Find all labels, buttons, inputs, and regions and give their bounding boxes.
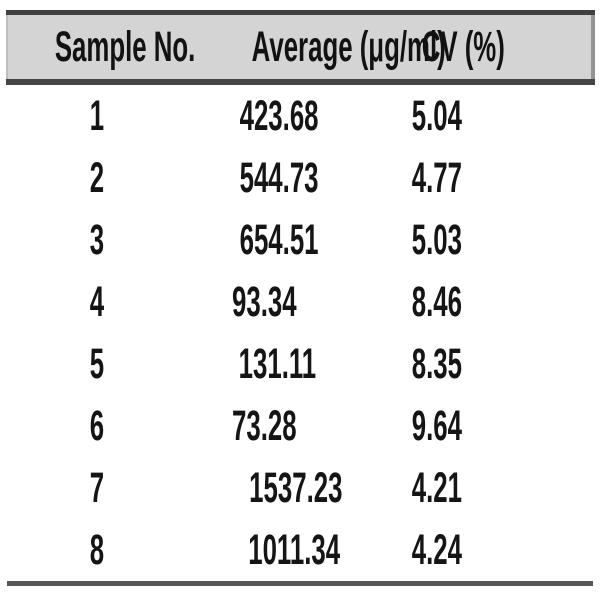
sample-no-cell-text: 8 [89, 525, 105, 574]
sample-no-cell-text: 3 [89, 215, 105, 264]
cv-cell: 5.04 [385, 82, 593, 147]
table-header-row: Sample No. Average (μg/ml) CV (%) [6, 10, 595, 85]
average-cell: 131.11 [187, 333, 385, 395]
average-cell: 73.28 [187, 395, 385, 457]
sample-no-cell: 5 [7, 333, 187, 395]
average-cell: 1537.23 [187, 457, 385, 519]
table-row: 4 93.34 8.46 [7, 271, 593, 333]
cv-cell-text: 4.21 [411, 463, 463, 512]
sample-no-cell: 8 [7, 519, 187, 584]
table-body: 1 423.68 5.04 2 544.73 4.77 3 654.51 5.03 4 93.34 8… [7, 82, 593, 584]
average-cell: 1011.34 [187, 519, 385, 584]
sample-no-cell: 2 [7, 147, 187, 209]
sample-no-cell: 3 [7, 209, 187, 271]
cv-cell: 4.24 [385, 519, 593, 584]
cv-cell: 9.64 [385, 395, 593, 457]
table-header: Sample No. Average (μg/ml) CV (%) [6, 10, 595, 85]
average-cell-text: 1011.34 [248, 525, 341, 574]
header-sample-no-label: Sample No. [54, 22, 196, 71]
header-cv-label: CV (%) [421, 22, 505, 71]
sample-no-cell-text: 4 [89, 277, 105, 326]
average-cell-text: 1537.23 [249, 463, 343, 512]
table-row: 2 544.73 4.77 [7, 147, 593, 209]
cv-cell-text: 8.35 [411, 339, 463, 388]
header-average: Average (μg/ml) [187, 10, 446, 85]
cv-cell: 8.46 [385, 271, 593, 333]
table-row: 3 654.51 5.03 [7, 209, 593, 271]
sample-no-cell: 7 [7, 457, 187, 519]
table-row: 5 131.11 8.35 [7, 333, 593, 395]
average-cell-text: 544.73 [239, 153, 319, 202]
average-cell: 423.68 [187, 82, 385, 147]
cv-cell-text: 5.03 [411, 215, 463, 264]
cv-cell-text: 9.64 [411, 401, 463, 450]
sample-no-cell-text: 7 [89, 463, 105, 512]
header-sample-no: Sample No. [6, 10, 195, 85]
header-cv: CV (%) [385, 10, 595, 85]
cv-cell-text: 5.04 [411, 91, 463, 140]
sample-no-cell: 1 [7, 82, 187, 147]
sample-no-cell: 6 [7, 395, 187, 457]
cv-cell: 8.35 [385, 333, 593, 395]
average-cell: 93.34 [187, 271, 385, 333]
average-cell-text: 423.68 [239, 91, 319, 140]
average-cell: 544.73 [187, 147, 385, 209]
table-row: 6 73.28 9.64 [7, 395, 593, 457]
average-cell-text: 93.34 [232, 277, 297, 326]
cv-cell: 5.03 [385, 209, 593, 271]
header-average-label: Average (μg/ml) [251, 22, 446, 71]
average-cell: 654.51 [187, 209, 385, 271]
average-cell-text: 131.11 [238, 339, 317, 388]
average-cell-text: 73.28 [232, 401, 297, 450]
table-row: 8 1011.34 4.24 [7, 519, 593, 584]
table-row: 7 1537.23 4.21 [7, 457, 593, 519]
sample-no-cell-text: 2 [89, 153, 105, 202]
cv-cell-text: 8.46 [411, 277, 463, 326]
cv-cell: 4.77 [385, 147, 593, 209]
sample-no-cell-text: 6 [89, 401, 105, 450]
average-cell-text: 654.51 [239, 215, 319, 264]
data-table: Sample No. Average (μg/ml) CV (%) 1 423.6… [6, 10, 595, 586]
sample-no-cell-text: 1 [89, 91, 105, 140]
table-figure: Sample No. Average (μg/ml) CV (%) 1 423.6… [6, 10, 595, 586]
sample-no-cell: 4 [7, 271, 187, 333]
cv-cell: 4.21 [385, 457, 593, 519]
table-row: 1 423.68 5.04 [7, 82, 593, 147]
sample-no-cell-text: 5 [89, 339, 105, 388]
cv-cell-text: 4.24 [411, 525, 463, 574]
cv-cell-text: 4.77 [411, 153, 463, 202]
